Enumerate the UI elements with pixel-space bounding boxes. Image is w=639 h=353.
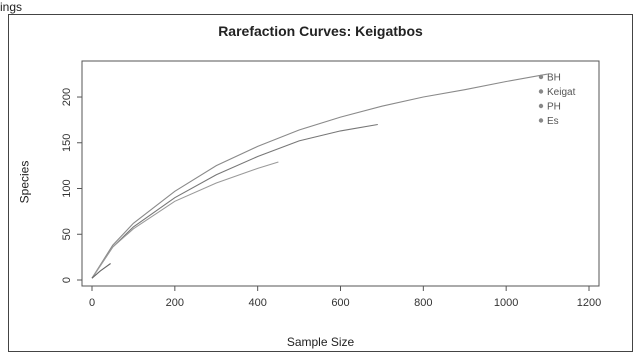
x-tick-label: 400 [248,297,266,309]
series-line-keigat [91,123,378,279]
legend-label: BH [547,73,561,84]
x-tick-label: 600 [331,297,349,309]
y-tick-label: 200 [61,88,73,106]
chart-frame: Rarefaction Curves: Keigatbos Species Sa… [8,14,633,352]
plot-border [81,60,600,287]
legend-marker [538,118,544,123]
series-line-es [91,263,111,279]
x-tick-label: 1000 [494,297,518,309]
y-tick-label: 100 [61,179,73,197]
x-tick-label: 200 [166,297,184,309]
x-tick-label: 800 [414,297,432,309]
y-tick-label: 50 [61,228,73,240]
plot-area: 0 200 400 600 800 1000 1200 0 50 100 150 200 BH Keiga… [61,60,601,309]
x-tick-label: 0 [89,297,95,309]
series-line-bh [91,73,548,279]
legend-marker [538,89,544,94]
legend-marker [538,74,544,80]
legend-label: Keigat [547,87,576,98]
header-text: ings [0,0,23,14]
chart-title: Rarefaction Curves: Keigatbos [218,23,423,39]
series-line-ph [91,161,279,279]
legend-label: Es [547,116,559,127]
y-tick-label: 0 [61,277,73,283]
x-axis-label: Sample Size [286,335,355,349]
legend-marker [538,103,544,109]
y-tick-label: 150 [61,134,73,152]
x-tick-label: 1200 [577,297,601,309]
legend-label: PH [547,102,561,113]
